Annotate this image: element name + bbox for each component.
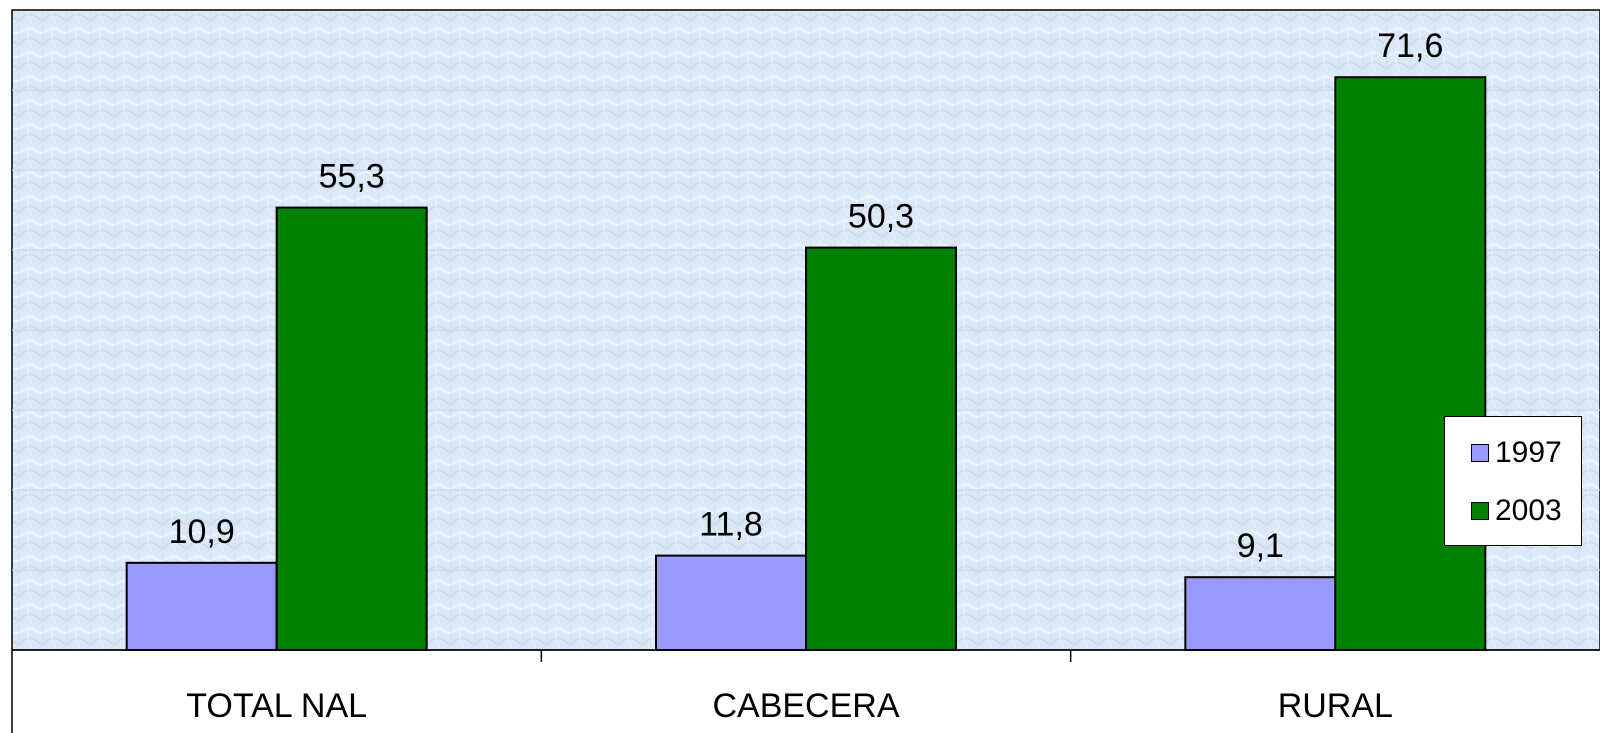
category-label-total-nal: TOTAL NAL — [186, 687, 367, 725]
data-label-2003-total-nal: 55,3 — [319, 158, 385, 196]
legend-swatch-1997 — [1471, 444, 1489, 462]
bar-2003-cabecera — [805, 246, 957, 651]
legend-item-2003: 2003 — [1471, 491, 1562, 531]
bar-2003-total-nal — [275, 206, 428, 651]
bar-1997-rural — [1184, 576, 1337, 652]
data-label-2003-cabecera: 50,3 — [848, 198, 914, 236]
legend-item-1997: 1997 — [1471, 433, 1562, 473]
legend-swatch-2003 — [1471, 502, 1489, 520]
bar-1997-cabecera — [655, 554, 807, 651]
legend-label-2003: 2003 — [1495, 494, 1562, 527]
data-label-1997-cabecera: 11,8 — [699, 506, 763, 544]
data-label-2003-rural: 71,6 — [1377, 27, 1443, 65]
data-label-1997-rural: 9,1 — [1237, 527, 1284, 565]
category-label-rural: RURAL — [1278, 687, 1393, 725]
data-label-1997-total-nal: 10,9 — [169, 513, 235, 551]
data-labels: 10,9 55,3 11,8 50,3 9,1 71,6 — [169, 27, 1444, 565]
category-label-cabecera: CABECERA — [712, 687, 899, 725]
bar-1997-total-nal — [125, 561, 278, 651]
bar-2003-rural — [1334, 76, 1487, 651]
legend-label-1997: 1997 — [1495, 436, 1562, 469]
bars — [125, 76, 1487, 652]
x-axis: TOTAL NAL CABECERA RURAL — [11, 649, 1600, 733]
legend: 1997 2003 — [1444, 416, 1582, 546]
